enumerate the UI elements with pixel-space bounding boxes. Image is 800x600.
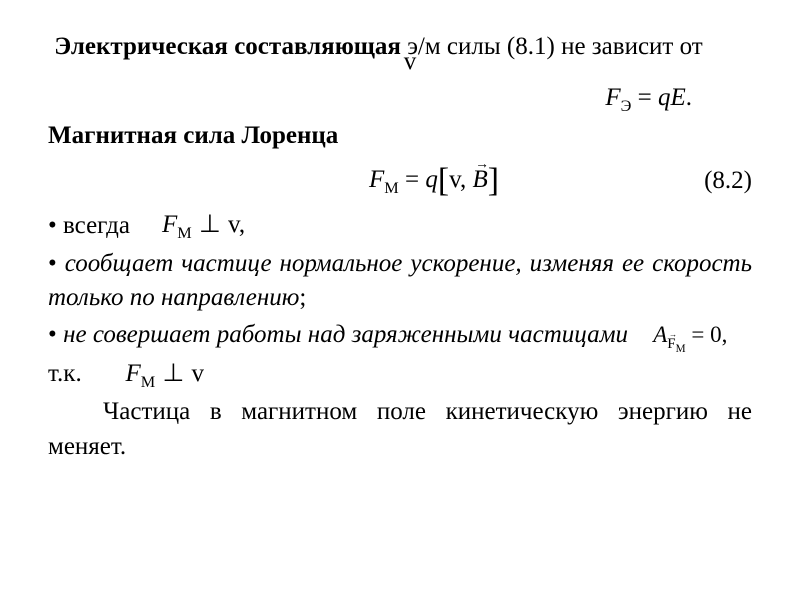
formula-work-zero: A→FМ = 0, bbox=[653, 322, 733, 347]
formula-Fm-perp-v: FМ ⊥ v, bbox=[162, 208, 245, 244]
paragraph-kinetic-energy: Частица в магнитном поле кинетическую эн… bbox=[48, 395, 752, 464]
paragraph-electric-component: Электрическая составляющая э/м силы (8.1… bbox=[48, 30, 752, 79]
sym-F4-sub: М bbox=[141, 373, 155, 391]
sym-F2: F bbox=[369, 166, 384, 193]
sym-B-vector: →B bbox=[472, 163, 487, 198]
bullet-dot-2: • bbox=[48, 250, 65, 277]
perpendicular-icon: ⊥ bbox=[198, 211, 222, 238]
sym-F-sub-E: Э bbox=[621, 97, 632, 115]
bullet-normal-acceleration: • сообщает частице нормальное ускорение,… bbox=[48, 247, 752, 316]
sym-eq: = bbox=[631, 84, 658, 111]
equation-number-8-2: (8.2) bbox=[672, 164, 752, 199]
sym-dot: . bbox=[686, 84, 692, 111]
bullet-word-always: всегда bbox=[63, 212, 130, 239]
text-no-work: не совершает работы над заряженными част… bbox=[63, 321, 628, 348]
sym-qE: qE bbox=[658, 84, 686, 111]
sym-rbracket: ] bbox=[488, 162, 499, 199]
sym-v3: v bbox=[228, 211, 239, 238]
sym-F3-sub: М bbox=[177, 224, 191, 242]
text-normal-acceleration: сообщает частице нормальное ускорение, и… bbox=[48, 250, 752, 312]
sym-lbracket: [ bbox=[438, 162, 449, 199]
equation-lorentz-force: FМ = q[v, →B] (8.2) bbox=[48, 158, 752, 205]
document-page: Электрическая составляющая э/м силы (8.1… bbox=[0, 0, 800, 494]
sym-eq2: = bbox=[399, 166, 426, 193]
vector-arrow-icon-2: → bbox=[669, 329, 677, 340]
text-tk: т.к. bbox=[48, 360, 82, 387]
semicolon-2: ; bbox=[299, 284, 306, 311]
sym-A-sub: →FМ bbox=[667, 336, 685, 352]
sym-eq3: = bbox=[686, 322, 711, 347]
vector-arrow-icon: → bbox=[475, 155, 489, 174]
sym-comma2: , bbox=[460, 166, 473, 193]
sym-F3: F bbox=[162, 211, 177, 238]
equation-lorentz-force-body: FМ = q[v, →B] bbox=[96, 158, 672, 205]
heading-lorentz-force: Магнитная сила Лоренца bbox=[48, 119, 752, 154]
sym-v4: v bbox=[191, 360, 204, 387]
sym-v2: v bbox=[449, 166, 460, 193]
symbol-velocity: v bbox=[404, 48, 417, 75]
formula-Fm-perp-v-2: FМ ⊥ v bbox=[125, 360, 204, 387]
equation-electric-force: FЭ = qE. bbox=[48, 81, 752, 117]
text-electric-component-bold: Электрическая составляющая bbox=[54, 33, 401, 60]
sym-q2: q bbox=[425, 166, 438, 193]
bullet-dot-3: • bbox=[48, 321, 63, 348]
sym-A-sub-sub: М bbox=[676, 342, 686, 354]
sym-F: F bbox=[605, 84, 620, 111]
perpendicular-icon-2: ⊥ bbox=[161, 360, 185, 387]
sym-F4: F bbox=[125, 360, 140, 387]
sym-F2-sub-M: М bbox=[384, 179, 398, 197]
bullet-no-work: • не совершает работы над заряженными ча… bbox=[48, 318, 752, 393]
bullet-dot-1: • bbox=[48, 212, 57, 239]
sym-zero: 0, bbox=[710, 322, 727, 347]
text-electric-component-tail: э/м силы (8.1) не зависит от bbox=[401, 33, 703, 60]
sym-comma3: , bbox=[239, 211, 245, 238]
bullet-always-perpendicular: • всегда FМ ⊥ v, bbox=[48, 208, 752, 244]
sym-A: A bbox=[653, 322, 667, 347]
equation-electric-force-body: FЭ = qE. bbox=[370, 81, 752, 117]
